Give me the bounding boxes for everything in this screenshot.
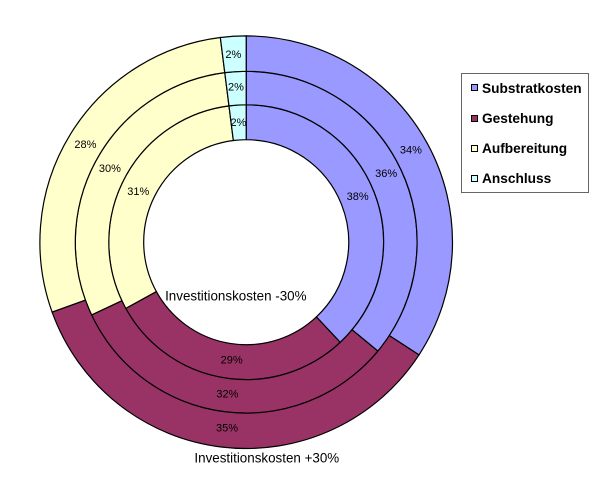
svg-text:32%: 32%	[216, 389, 238, 401]
svg-text:31%: 31%	[127, 186, 149, 198]
svg-text:Investitionskosten -30%: Investitionskosten -30%	[165, 288, 307, 303]
svg-text:Investitionskosten +30%: Investitionskosten +30%	[194, 451, 339, 466]
svg-text:2%: 2%	[228, 82, 244, 94]
svg-text:30%: 30%	[99, 163, 121, 175]
svg-text:2%: 2%	[225, 49, 241, 61]
svg-text:36%: 36%	[375, 168, 397, 180]
svg-text:34%: 34%	[400, 145, 422, 157]
svg-text:29%: 29%	[221, 354, 243, 366]
svg-text:2%: 2%	[231, 117, 247, 129]
svg-text:38%: 38%	[347, 191, 369, 203]
svg-text:28%: 28%	[74, 139, 96, 151]
svg-text:35%: 35%	[216, 422, 238, 434]
